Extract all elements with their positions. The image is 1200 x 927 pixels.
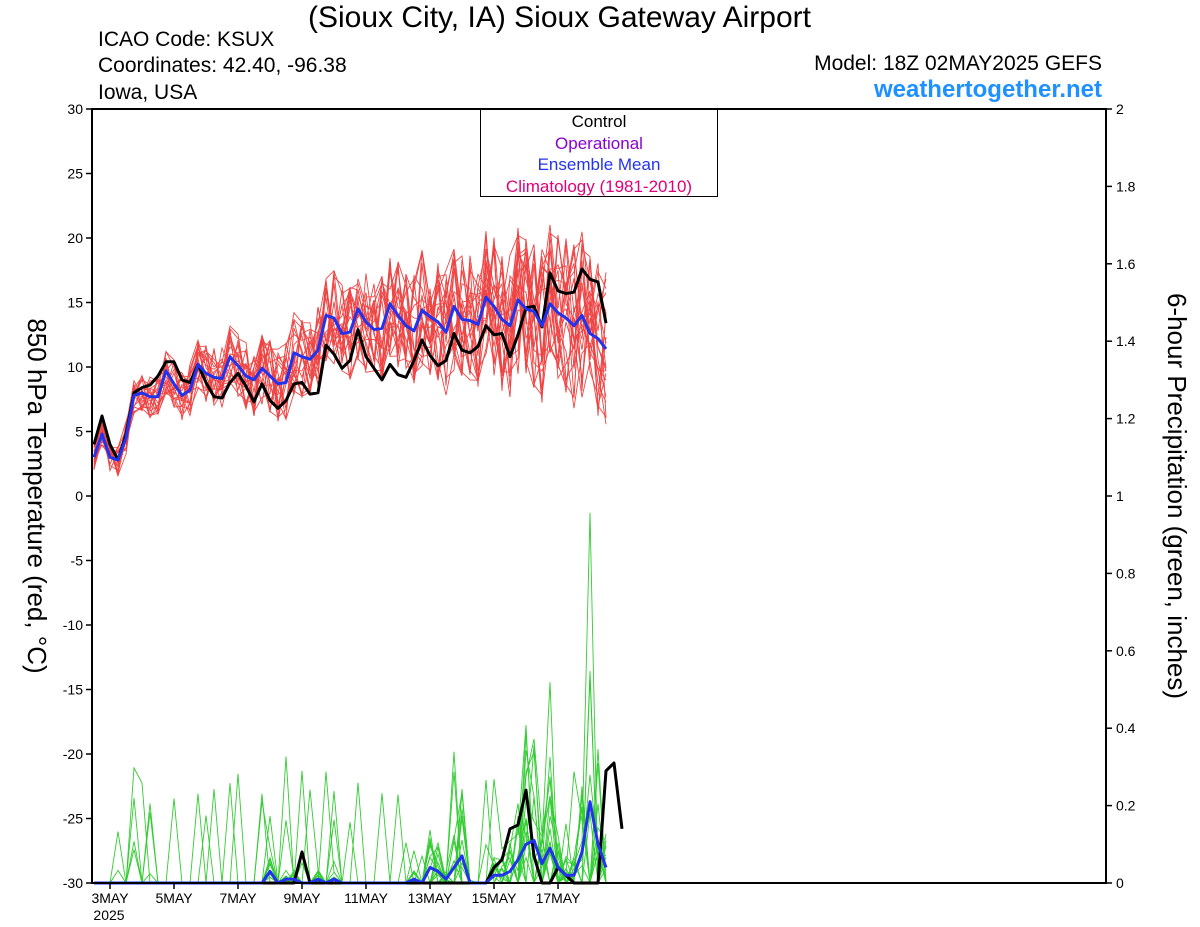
y2-axis-label: 6-hour Precipitation (green, inches) bbox=[1162, 293, 1192, 699]
right-axis-tick-labels: 2 1.8 1.6 1.4 1.2 1 0.8 0.6 0.4 0.2 0 bbox=[1116, 101, 1136, 891]
x-tick-label: 15MAY bbox=[472, 890, 518, 906]
x-tick-label: 7MAY bbox=[219, 890, 257, 906]
y-tick-label: -20 bbox=[63, 746, 83, 762]
y-axis-label: 850 hPa Temperature (red, °C) bbox=[22, 318, 52, 673]
temperature-member-line bbox=[93, 231, 607, 453]
x-tick-label: 13MAY bbox=[408, 890, 454, 906]
y-tick-label: -5 bbox=[71, 553, 84, 569]
x-axis-year-label: 2025 bbox=[93, 907, 124, 923]
legend-mean: Ensemble Mean bbox=[537, 155, 661, 174]
y2-tick-label: 0.6 bbox=[1116, 643, 1136, 659]
y-tick-label: 20 bbox=[67, 230, 83, 246]
y2-tick-label: 1.2 bbox=[1116, 411, 1136, 427]
chart-title: (Sioux City, IA) Sioux Gateway Airport bbox=[308, 1, 811, 34]
control-temperature-line bbox=[92, 267, 608, 462]
y-tick-label: -10 bbox=[63, 617, 83, 633]
x-tick-label: 17MAY bbox=[536, 890, 582, 906]
y-tick-label: 15 bbox=[67, 295, 83, 311]
plot-background bbox=[92, 109, 1106, 883]
left-axis-tick-labels: 30 25 20 15 10 5 0 -5 -10 -15 -20 -25 -30 bbox=[63, 101, 83, 891]
y2-tick-label: 0 bbox=[1116, 875, 1124, 891]
axis-ticks bbox=[86, 108, 1112, 889]
y-tick-label: -30 bbox=[63, 875, 83, 891]
y-tick-label: 30 bbox=[67, 101, 83, 117]
legend-operational: Operational bbox=[555, 133, 643, 153]
ensemble-mean-temperature-line bbox=[92, 295, 608, 462]
legend-control: Control bbox=[571, 112, 627, 131]
temperature-member-line bbox=[93, 244, 607, 472]
legend: Control Operational Ensemble Mean Climat… bbox=[480, 109, 718, 197]
y2-tick-label: 1.6 bbox=[1116, 256, 1136, 272]
y2-tick-label: 0.2 bbox=[1116, 798, 1136, 814]
y2-tick-label: 0.4 bbox=[1116, 720, 1136, 736]
temperature-member-line bbox=[93, 234, 607, 456]
y-tick-label: -15 bbox=[63, 682, 83, 698]
y-tick-label: 25 bbox=[67, 166, 83, 182]
x-tick-label: 11MAY bbox=[344, 890, 388, 906]
y-tick-label: 5 bbox=[75, 424, 83, 440]
x-tick-label: 9MAY bbox=[283, 890, 321, 906]
x-tick-label: 3MAY bbox=[91, 890, 129, 906]
region: Iowa, USA bbox=[98, 81, 198, 104]
y-tick-label: -25 bbox=[63, 811, 83, 827]
y2-tick-label: 0.8 bbox=[1116, 565, 1136, 581]
model-run: Model: 18Z 02MAY2025 GEFS bbox=[814, 52, 1102, 75]
y2-tick-label: 1 bbox=[1116, 488, 1124, 504]
y-tick-label: 10 bbox=[67, 359, 83, 375]
y2-tick-label: 1.8 bbox=[1116, 178, 1136, 194]
legend-clim: Climatology (1981-2010) bbox=[505, 176, 693, 196]
y-tick-label: 0 bbox=[75, 488, 83, 504]
coordinates: Coordinates: 42.40, -96.38 bbox=[98, 54, 347, 77]
y2-tick-label: 1.4 bbox=[1116, 333, 1136, 349]
x-axis-tick-labels: 3MAY 5MAY 7MAY 9MAY 11MAY 13MAY 15MAY 17MAY bbox=[91, 890, 581, 906]
icao-code: ICAO Code: KSUX bbox=[98, 28, 275, 51]
y2-tick-label: 2 bbox=[1116, 101, 1124, 117]
x-tick-label: 5MAY bbox=[155, 890, 193, 906]
site-name: weathertogether.net bbox=[873, 76, 1102, 103]
